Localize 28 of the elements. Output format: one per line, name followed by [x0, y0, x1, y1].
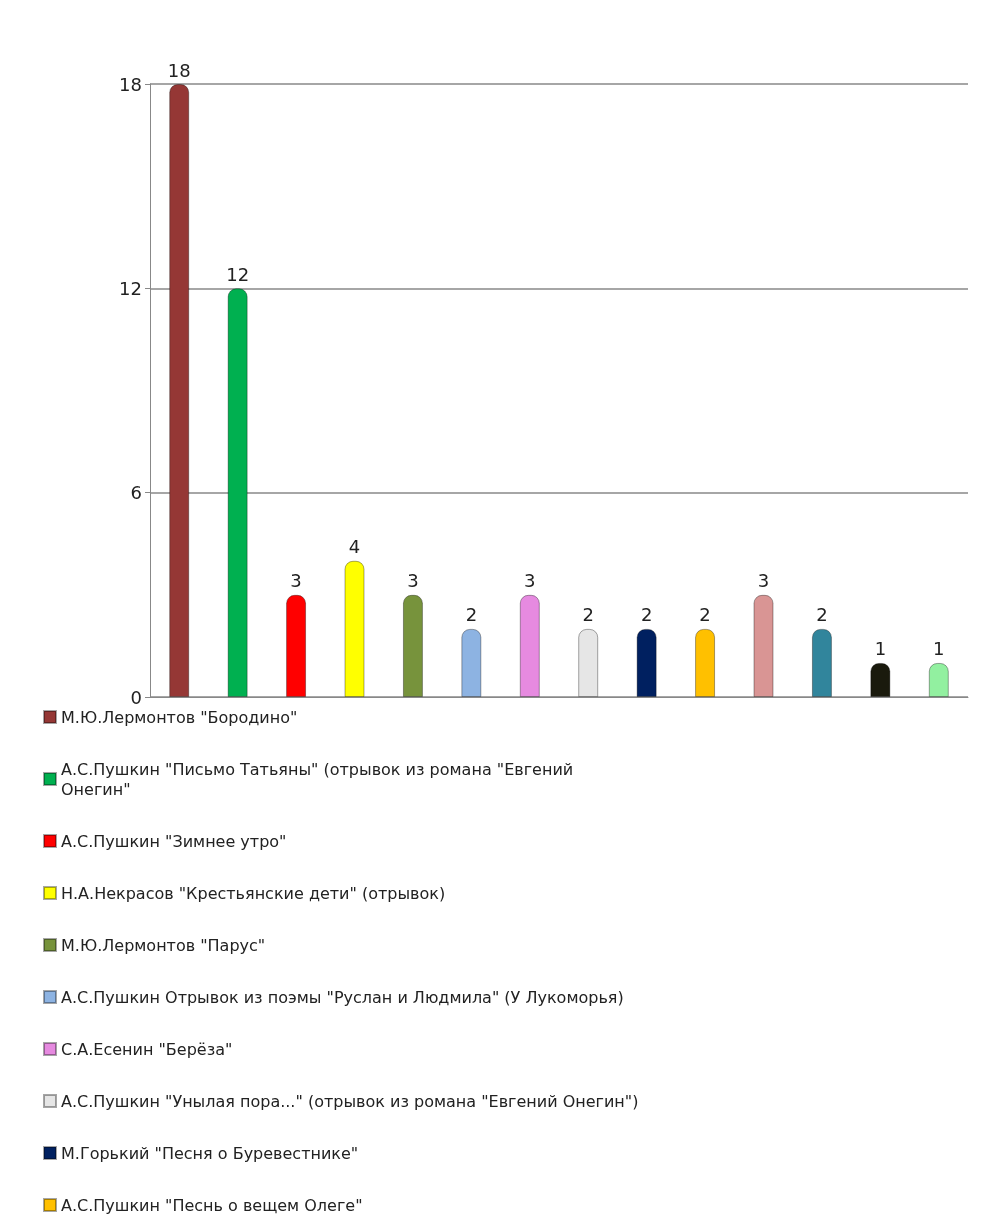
legend-label: М.Горький "Песня о Буревестнике": [61, 1143, 359, 1163]
data-label: 3: [757, 570, 770, 592]
data-label: 1: [874, 638, 887, 660]
legend-label: А.С.Пушкин "Письмо Татьяны" (отрывок из романа "Евгений Онегин": [61, 759, 579, 799]
y-tick-label: 0: [130, 686, 142, 708]
data-label: 18: [167, 59, 191, 81]
y-tick-label: 12: [119, 277, 142, 299]
legend-label: А.С.Пушкин "Зимнее утро": [61, 831, 287, 851]
y-tick-label: 6: [130, 482, 142, 504]
data-label: 3: [524, 570, 536, 592]
legend-label: А.С.Пушкин Отрывок из поэмы "Руслан и Людмила" (У Лукоморья): [61, 987, 624, 1007]
data-label: 12: [226, 263, 250, 285]
data-label: 2: [699, 604, 711, 626]
legend-label: Н.А.Некрасов "Крестьянские дети" (отрывок): [61, 883, 446, 903]
y-tick-label: 18: [119, 73, 142, 95]
data-label: 2: [582, 604, 594, 626]
data-label: 3: [290, 570, 302, 592]
legend-label: А.С.Пушкин "Унылая пора..." (отрывок из романа "Евгений Онегин"): [61, 1091, 639, 1111]
legend-label: М.Ю.Лермонтов "Парус": [61, 935, 266, 955]
legend-label: А.С.Пушкин "Песнь о вещем Олеге": [61, 1195, 363, 1215]
data-label: 4: [348, 536, 361, 558]
legend-label: С.А.Есенин "Берёза": [61, 1039, 233, 1059]
data-label: 1: [933, 638, 945, 660]
data-label: 3: [407, 570, 419, 592]
legend-label: М.Ю.Лермонтов "Бородино": [61, 707, 298, 727]
data-label: 2: [816, 604, 828, 626]
data-label: 2: [640, 604, 653, 626]
data-label: 2: [465, 604, 478, 626]
